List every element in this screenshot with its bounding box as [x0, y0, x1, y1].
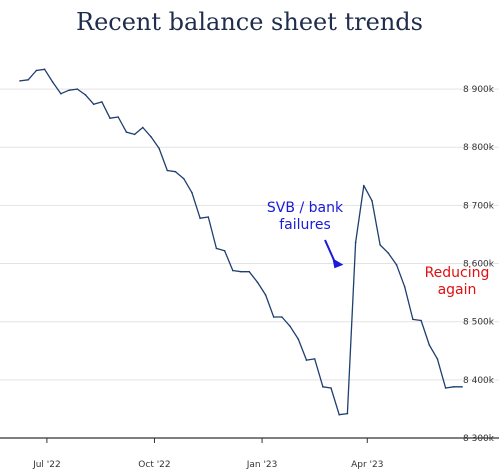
y-tick-label: 8 700k	[463, 201, 495, 211]
data-point	[158, 147, 160, 150]
data-point	[305, 359, 308, 361]
data-point	[379, 244, 381, 246]
data-point	[92, 103, 95, 105]
data-point	[232, 269, 234, 272]
y-tick-label: 8 600k	[463, 260, 495, 270]
y-tick-label: 8 800k	[463, 143, 495, 153]
annotation-svb: SVB / bank failures	[267, 200, 344, 233]
data-point	[248, 270, 250, 273]
annotation-svb-line: failures	[279, 217, 331, 233]
x-tick-label: Jan '23	[246, 460, 278, 470]
y-tick-label: 8 500k	[463, 318, 495, 328]
data-point	[35, 69, 38, 72]
data-point	[207, 216, 210, 218]
data-point	[19, 80, 21, 82]
data-point	[60, 92, 62, 95]
data-point	[223, 249, 226, 252]
annotation-reducing-line: Reducing	[425, 265, 490, 281]
data-point	[453, 386, 455, 388]
data-point	[109, 117, 111, 119]
data-point	[403, 286, 406, 288]
chart-title: Recent balance sheet trends	[76, 8, 423, 36]
data-point	[256, 281, 259, 283]
data-point	[133, 133, 136, 136]
data-point	[281, 316, 283, 318]
data-point	[117, 116, 120, 118]
data-point	[289, 325, 291, 328]
data-point	[362, 184, 365, 187]
annotation-reducing: Reducing again	[425, 265, 490, 298]
x-tick-label: Oct '22	[138, 460, 170, 470]
data-point	[68, 89, 70, 92]
data-point	[313, 358, 316, 360]
data-point	[428, 344, 431, 346]
data-point	[199, 217, 201, 219]
data-point	[395, 263, 398, 266]
data-point	[84, 94, 87, 96]
x-tick-label: Jul '22	[32, 460, 61, 470]
annotation-reducing-line: again	[438, 282, 477, 298]
data-point	[174, 170, 177, 173]
data-point	[322, 386, 324, 388]
data-point	[240, 270, 242, 273]
data-point	[420, 319, 422, 322]
data-point	[387, 252, 390, 254]
data-point	[125, 131, 128, 133]
data-point	[272, 316, 275, 318]
data-point	[436, 358, 439, 360]
data-point	[338, 413, 341, 416]
data-point	[141, 126, 144, 129]
data-point	[43, 68, 46, 71]
data-point	[51, 81, 54, 83]
data-point	[150, 135, 152, 138]
annotation-svb-line: SVB / bank	[267, 200, 344, 216]
data-point	[215, 247, 218, 250]
y-tick-label: 8 900k	[463, 85, 495, 95]
data-point	[166, 169, 169, 172]
x-tick-label: Apr '23	[351, 460, 383, 470]
data-point	[461, 386, 463, 388]
data-point	[101, 101, 103, 103]
annotation-arrowhead	[332, 258, 344, 269]
y-tick-label: 8 400k	[463, 376, 495, 386]
data-point	[444, 387, 447, 389]
data-point	[346, 412, 349, 415]
data-point	[76, 88, 79, 90]
data-point	[297, 338, 300, 340]
data-point	[354, 241, 357, 244]
data-point	[191, 191, 193, 194]
data-point	[182, 177, 185, 180]
data-point	[27, 78, 29, 81]
y-tick-label: 8 300k	[463, 434, 495, 444]
series-line	[19, 68, 462, 416]
data-point	[330, 387, 332, 389]
data-point	[264, 294, 267, 296]
data-point	[371, 199, 373, 202]
data-point	[412, 318, 414, 321]
